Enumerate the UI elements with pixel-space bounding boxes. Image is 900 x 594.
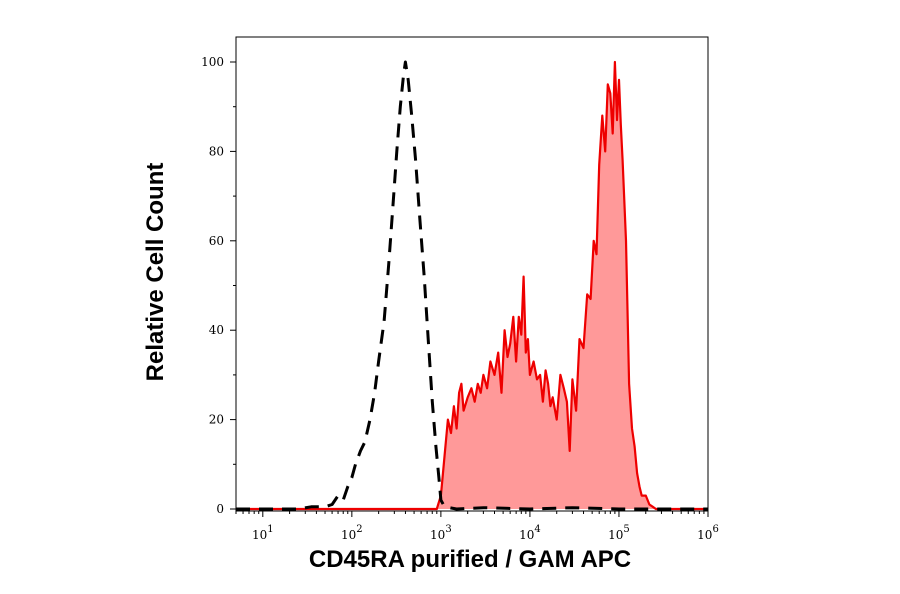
series-0-line [236,60,708,511]
x-axis-label: CD45RA purified / GAM APC [308,546,632,573]
x-tick-label-4: 104 [519,524,541,542]
x-tick-label-5: 105 [608,524,630,542]
x-tick-label-2: 102 [341,524,363,542]
y-tick-label-60: 60 [209,234,224,248]
x-tick-label-6: 106 [697,524,719,542]
y-tick-label-80: 80 [209,144,224,158]
x-tick-label-3: 103 [430,524,452,542]
y-tick-label-20: 20 [209,413,224,427]
y-tick-label-40: 40 [209,323,224,337]
y-axis-label: Relative Cell Count [142,162,169,382]
y-tick-label-0: 0 [216,502,224,516]
plot-frame [235,36,709,512]
series-1-area [236,62,708,509]
series-1-line [236,60,708,511]
y-tick-label-100: 100 [201,55,224,69]
x-tick-label-1: 101 [252,524,274,542]
